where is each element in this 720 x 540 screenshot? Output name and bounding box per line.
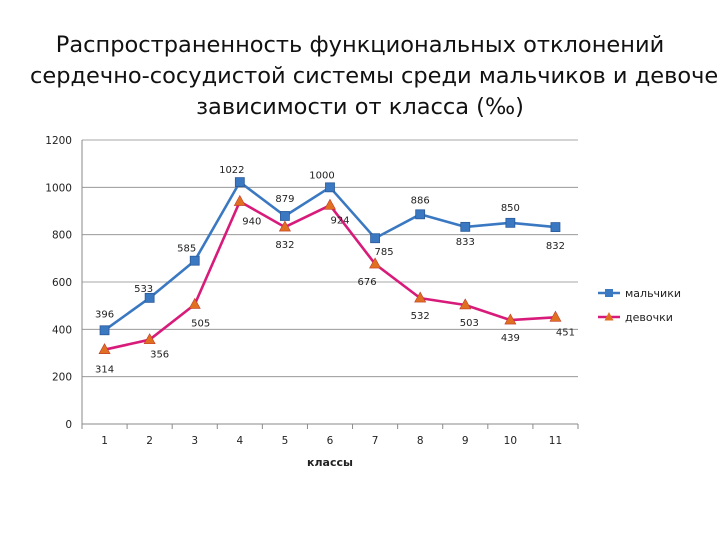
x-tick-label: 8 <box>417 435 424 447</box>
y-tick-label: 600 <box>52 277 72 289</box>
data-point-мальчики <box>280 211 290 221</box>
data-point-мальчики <box>505 217 516 228</box>
series-layer <box>98 177 562 354</box>
slide-title: Распространенность функциональных отклон… <box>30 30 720 123</box>
data-label: 451 <box>556 327 575 338</box>
data-label: 785 <box>375 247 394 258</box>
data-point-девочки <box>278 220 291 232</box>
data-point-девочки <box>549 310 562 322</box>
data-point-мальчики <box>415 209 426 220</box>
x-tick-label: 11 <box>549 435 562 447</box>
x-tick-label: 6 <box>327 435 334 447</box>
data-point-девочки <box>233 194 246 206</box>
legend-label: девочки <box>625 311 673 324</box>
legend-swatch-marker <box>605 289 613 297</box>
data-point-мальчики <box>325 182 335 193</box>
data-label: 886 <box>411 195 430 206</box>
data-point-мальчики <box>144 292 155 303</box>
x-tick-label: 10 <box>504 435 517 447</box>
data-label: 314 <box>95 365 114 376</box>
y-tick-label: 200 <box>52 372 72 384</box>
data-point-мальчики <box>234 177 245 188</box>
data-label: 833 <box>456 237 475 248</box>
data-point-девочки <box>459 298 472 310</box>
x-tick-label: 3 <box>191 435 198 447</box>
x-axis-title: классы <box>307 456 353 469</box>
data-label: 505 <box>191 318 210 329</box>
y-tick-label: 1000 <box>45 182 72 194</box>
data-label: 532 <box>411 311 430 322</box>
data-label: 832 <box>546 241 565 252</box>
x-tick-label: 5 <box>282 435 289 447</box>
data-point-девочки <box>504 313 517 325</box>
legend-swatch-marker <box>604 312 614 321</box>
data-point-девочки <box>414 291 427 303</box>
y-tick-label: 800 <box>52 230 72 242</box>
y-tick-label: 1200 <box>45 135 72 147</box>
data-point-мальчики <box>189 255 200 266</box>
data-point-девочки <box>369 257 382 269</box>
data-point-девочки <box>188 297 201 309</box>
data-label: 676 <box>358 277 377 288</box>
x-tick-label: 9 <box>462 435 469 447</box>
data-point-мальчики <box>460 221 471 232</box>
data-label: 940 <box>242 217 261 228</box>
x-tick-label: 7 <box>372 435 379 447</box>
data-label: 439 <box>501 333 520 344</box>
x-tick-label: 2 <box>146 435 153 447</box>
data-point-мальчики <box>99 325 110 336</box>
title-line-2: сердечно-сосудистой системы среди мальчи… <box>30 63 720 89</box>
x-tick-label: 4 <box>236 435 243 447</box>
data-point-девочки <box>323 198 337 210</box>
data-label: 396 <box>95 309 114 320</box>
data-labels: 396 533 585 1022 879 1000 785 886 833 850 832 314 35… <box>95 165 575 376</box>
title-line-1: Распространенность функциональных отклон… <box>55 32 665 58</box>
data-label: 832 <box>275 240 294 251</box>
data-label: 356 <box>150 350 169 361</box>
axes: 0 200 400 600 800 1000 1200 1 2 3 4 5 6 7 8 9 10 11 <box>45 135 579 447</box>
data-label: 1000 <box>309 170 334 181</box>
data-label: 1022 <box>219 165 244 176</box>
legend: мальчики девочки <box>598 287 681 324</box>
data-label: 924 <box>330 215 349 226</box>
data-label: 503 <box>460 318 479 329</box>
data-label: 533 <box>134 284 153 295</box>
data-point-мальчики <box>550 222 561 232</box>
data-label: 879 <box>275 194 294 205</box>
data-label: 850 <box>501 203 520 214</box>
data-point-мальчики <box>370 233 380 244</box>
x-tick-label: 1 <box>101 435 108 447</box>
legend-label: мальчики <box>625 287 681 300</box>
data-point-девочки <box>98 343 111 354</box>
y-tick-label: 400 <box>52 324 72 336</box>
data-label: 585 <box>177 244 196 255</box>
title-line-3: зависимости от класса (‰) <box>196 94 524 120</box>
data-point-девочки <box>143 333 156 345</box>
y-tick-label: 0 <box>65 419 72 431</box>
